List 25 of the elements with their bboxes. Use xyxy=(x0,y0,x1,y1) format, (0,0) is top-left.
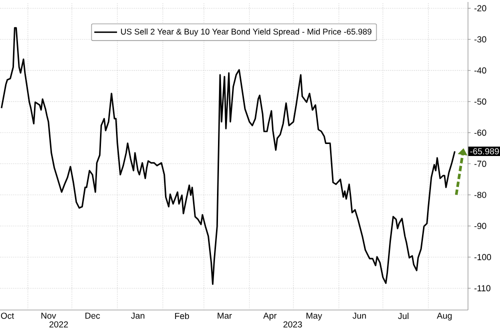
x-tick-label: Oct xyxy=(1,312,14,319)
y-tick-label: -70 xyxy=(474,160,486,167)
y-tick-label: -90 xyxy=(474,222,486,230)
legend-label: US Sell 2 Year & Buy 10 Year Bond Yield Spread - Mid Price -65.989 xyxy=(121,28,372,36)
x-tick-label: Jan xyxy=(131,312,144,319)
x-tick-label: Aug xyxy=(436,312,452,320)
x-tick-label: May xyxy=(306,312,322,320)
y-tick-label: -110 xyxy=(474,285,490,292)
x-tick-label: Mar xyxy=(218,312,232,319)
y-tick-label: -50 xyxy=(474,98,486,105)
y-tick-label: -100 xyxy=(474,254,492,260)
data-label: -65.989 xyxy=(470,148,499,154)
x-tick-label: Dec xyxy=(85,312,100,319)
y-tick-label: -60 xyxy=(474,130,486,136)
y-tick-label: -40 xyxy=(474,67,486,74)
y-tick-label: -30 xyxy=(474,36,486,42)
x-tick-label: Jul xyxy=(398,312,408,320)
x-tick-label: Apr xyxy=(263,312,277,320)
y-tick-label: -80 xyxy=(474,192,486,198)
text: 2022 xyxy=(49,321,68,328)
y-tick-label: -20 xyxy=(474,5,486,12)
x-tick-label: Nov xyxy=(41,312,56,319)
x-tick-label: Jun xyxy=(352,312,366,319)
x-tick-label: Feb xyxy=(175,312,190,320)
text: 2023 xyxy=(283,321,302,328)
